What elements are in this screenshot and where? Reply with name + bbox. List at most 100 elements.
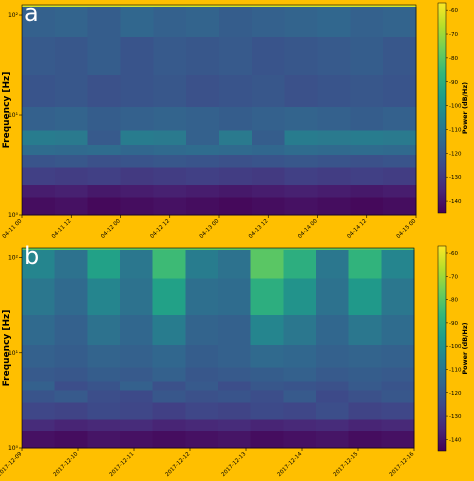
heatmap-cell [22,130,56,146]
heatmap-cell [251,5,285,8]
heatmap-cell [153,7,187,38]
heatmap-cell [284,154,318,168]
heatmap-cell [87,107,121,131]
heatmap-cell [153,107,187,131]
colorbar-label: Power (dB/Hz) [461,82,469,134]
y-tick-label: 10² [8,255,19,262]
heatmap-cell [87,381,121,391]
y-tick-label: 10⁰ [8,445,19,452]
heatmap-cell [381,314,415,346]
heatmap-cell [348,250,382,279]
heatmap-cell [283,367,317,382]
heatmap-cell [317,107,351,131]
heatmap-cell [87,419,121,432]
heatmap-cell [186,107,220,131]
heatmap-cell [218,248,251,251]
heatmap-cell [185,390,219,403]
heatmap-cell [348,367,382,382]
heatmap-cell [120,5,154,8]
heatmap-cell [152,250,186,279]
heatmap-cell [54,314,88,346]
heatmap-cell [218,419,251,432]
heatmap-cell [381,431,415,449]
heatmap-cell [186,5,220,8]
heatmap-cell [350,167,384,186]
heatmap-cell [284,5,318,8]
colorbar-tick-label: -80 [449,298,458,304]
heatmap-cell [22,145,56,156]
colorbar-tick-label: -80 [449,56,458,62]
heatmap-cell [120,314,153,346]
heatmap-cell [87,154,121,168]
heatmap-cell [284,75,318,108]
heatmap-cell [251,107,285,131]
heatmap-cell [153,167,187,186]
heatmap-cell [186,145,220,156]
heatmap-cell [317,7,351,38]
heatmap-cell [87,184,121,198]
heatmap-cell [87,75,121,108]
heatmap-cell [316,248,349,251]
heatmap-cell [120,345,153,368]
colorbar-tick-label: -110 [449,367,462,373]
colorbar-tick-label: -60 [449,251,458,257]
heatmap-cell [283,381,317,391]
colorbar-tick-label: -90 [449,321,458,327]
heatmap-cell [381,367,415,382]
heatmap-cell [283,431,317,449]
heatmap-cell [120,130,154,146]
heatmap-cell [54,278,88,316]
heatmap-cell [120,184,154,198]
heatmap-cell [22,184,56,198]
heatmap-cell [219,184,253,198]
heatmap-cell [317,37,351,76]
heatmap-cell [350,107,384,131]
heatmap-cell [54,402,88,420]
heatmap-cell [381,250,415,279]
heatmap-cell [185,314,219,346]
heatmap-cell [317,154,351,168]
heatmap-cell [219,75,253,108]
heatmap-cell [381,419,415,432]
heatmap-cell [350,130,384,146]
heatmap-cell [250,381,284,391]
heatmap-cell [383,130,417,146]
heatmap-cell [350,197,384,216]
heatmap-cell [152,314,186,346]
heatmap-cell [316,419,349,432]
heatmap-cell [120,107,154,131]
heatmap-cell [219,37,253,76]
heatmap-cell [283,250,317,279]
heatmap-cell [251,7,285,38]
heatmap-cell [316,367,349,382]
heatmap-cell [383,75,417,108]
heatmap-cell [54,37,88,76]
heatmap-cell [54,197,88,216]
heatmap-cell [381,345,415,368]
heatmap-cell [218,367,251,382]
heatmap-cell [350,145,384,156]
plot-frame [21,247,415,449]
heatmap-cell [317,130,351,146]
heatmap-cell [218,345,251,368]
heatmap-cell [219,167,253,186]
heatmap-cell [348,419,382,432]
heatmap-cell [153,5,187,8]
heatmap-cell [251,37,285,76]
heatmap-cell [284,167,318,186]
heatmap-cell [152,390,186,403]
heatmap-cell [350,154,384,168]
heatmap-cell [348,381,382,391]
heatmap-cell [22,431,55,449]
heatmap-cell [54,130,88,146]
heatmap-cell [153,197,187,216]
heatmap-cell [283,278,317,316]
heatmap-cell [186,130,220,146]
colorbar-label: Power (dB/Hz) [461,322,469,374]
heatmap-cell [54,345,88,368]
heatmap-cell [152,367,186,382]
colorbar-tick-label: -90 [449,80,458,86]
heatmap-cell [153,184,187,198]
heatmap-cell [22,248,55,251]
heatmap-cell [186,197,220,216]
